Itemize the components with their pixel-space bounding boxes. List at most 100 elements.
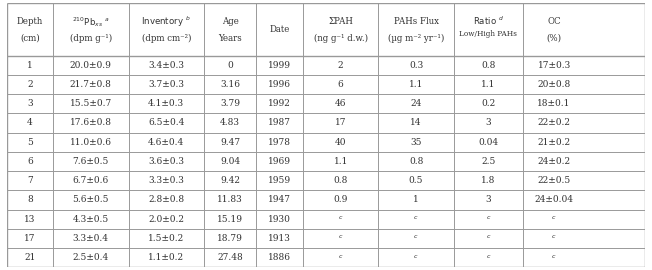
Text: 14: 14 [410,119,422,127]
Text: 2.8±0.8: 2.8±0.8 [148,195,185,204]
Text: Depth: Depth [17,17,43,26]
Text: Date: Date [269,25,290,34]
Text: 0.5: 0.5 [409,176,423,185]
Text: 3.7±0.3: 3.7±0.3 [148,80,185,89]
Text: 17: 17 [24,234,36,243]
Text: (µg m⁻² yr⁻¹): (µg m⁻² yr⁻¹) [388,34,444,43]
Text: 4.1±0.3: 4.1±0.3 [148,99,185,108]
Text: 6: 6 [27,157,33,166]
Text: 4.6±0.4: 4.6±0.4 [148,138,185,147]
Text: 3.16: 3.16 [220,80,240,89]
Text: ΣPAH: ΣPAH [328,17,353,26]
Text: 11.0±0.6: 11.0±0.6 [70,138,112,147]
Text: 3.6±0.3: 3.6±0.3 [148,157,185,166]
Text: 22±0.2: 22±0.2 [538,119,570,127]
Text: 15.5±0.7: 15.5±0.7 [70,99,112,108]
Text: (dpm g⁻¹): (dpm g⁻¹) [70,34,112,43]
Text: 24±0.2: 24±0.2 [537,157,570,166]
Text: 3.4±0.3: 3.4±0.3 [148,61,185,70]
Text: 20.0±0.9: 20.0±0.9 [70,61,111,70]
Text: 35: 35 [410,138,422,147]
Text: 9.47: 9.47 [220,138,240,147]
Text: 1959: 1959 [268,176,291,185]
Text: 18.79: 18.79 [217,234,243,243]
Text: $^{c}$: $^{c}$ [486,234,491,243]
Text: 24±0.04: 24±0.04 [535,195,574,204]
Text: 1.8: 1.8 [481,176,496,185]
Text: 1.1: 1.1 [409,80,423,89]
Text: 21±0.2: 21±0.2 [537,138,570,147]
Text: 9.04: 9.04 [220,157,240,166]
Text: 7: 7 [27,176,33,185]
Text: 6: 6 [338,80,344,89]
Text: 11.83: 11.83 [217,195,243,204]
Text: Inventory $^{b}$: Inventory $^{b}$ [141,15,191,29]
Text: 2.5: 2.5 [481,157,496,166]
Text: 1.1±0.2: 1.1±0.2 [148,253,185,262]
Text: 17: 17 [335,119,346,127]
Text: $^{c}$: $^{c}$ [552,253,557,262]
Text: 2: 2 [27,80,33,89]
Text: $^{c}$: $^{c}$ [413,234,419,243]
Text: 46: 46 [335,99,346,108]
Text: 1987: 1987 [268,119,291,127]
Text: 2.5±0.4: 2.5±0.4 [73,253,109,262]
Text: 5.6±0.5: 5.6±0.5 [72,195,109,204]
Text: OC: OC [547,17,561,26]
Text: 1969: 1969 [268,157,291,166]
Text: (cm): (cm) [20,34,40,43]
Text: 0: 0 [228,61,233,70]
Text: (ng g⁻¹ d.w.): (ng g⁻¹ d.w.) [314,34,368,43]
Text: 1978: 1978 [268,138,291,147]
Text: 17.6±0.8: 17.6±0.8 [70,119,112,127]
Text: $^{c}$: $^{c}$ [338,253,344,262]
Text: 3: 3 [486,195,491,204]
Text: 7.6±0.5: 7.6±0.5 [72,157,109,166]
Text: $^{c}$: $^{c}$ [552,215,557,224]
Text: 1886: 1886 [268,253,291,262]
Text: 1913: 1913 [268,234,291,243]
Text: 1.5±0.2: 1.5±0.2 [148,234,185,243]
Text: $^{c}$: $^{c}$ [486,215,491,224]
Text: 2: 2 [338,61,344,70]
Text: 22±0.5: 22±0.5 [537,176,570,185]
Text: 21: 21 [24,253,35,262]
Text: $^{c}$: $^{c}$ [338,215,344,224]
Text: 0.04: 0.04 [478,138,498,147]
Text: $^{c}$: $^{c}$ [413,215,419,224]
Text: 13: 13 [24,215,35,224]
Text: 1: 1 [413,195,419,204]
Text: 27.48: 27.48 [217,253,243,262]
Text: 1996: 1996 [268,80,291,89]
Text: 0.8: 0.8 [481,61,496,70]
Text: 6.7±0.6: 6.7±0.6 [73,176,109,185]
Text: 40: 40 [335,138,346,147]
Text: $^{c}$: $^{c}$ [552,234,557,243]
Text: 3.79: 3.79 [220,99,240,108]
Text: 24: 24 [410,99,422,108]
Text: 3.3±0.4: 3.3±0.4 [73,234,109,243]
Text: 0.8: 0.8 [409,157,423,166]
Text: $^{c}$: $^{c}$ [486,253,491,262]
Text: 2.0±0.2: 2.0±0.2 [148,215,185,224]
Text: 9.42: 9.42 [220,176,240,185]
Text: 1992: 1992 [268,99,291,108]
Text: $^{c}$: $^{c}$ [413,253,419,262]
Text: 15.19: 15.19 [217,215,243,224]
Text: 1930: 1930 [268,215,291,224]
Text: 21.7±0.8: 21.7±0.8 [70,80,111,89]
Text: (%): (%) [546,34,561,43]
Text: 17±0.3: 17±0.3 [537,61,570,70]
Text: 4.83: 4.83 [220,119,240,127]
Text: 1.1: 1.1 [481,80,496,89]
Text: (dpm cm⁻²): (dpm cm⁻²) [141,34,191,43]
Text: 6.5±0.4: 6.5±0.4 [148,119,185,127]
Text: 4.3±0.5: 4.3±0.5 [73,215,109,224]
Text: 8: 8 [27,195,33,204]
Text: 1.1: 1.1 [334,157,348,166]
Text: 1999: 1999 [268,61,291,70]
Text: $^{c}$: $^{c}$ [338,234,344,243]
Text: 1947: 1947 [268,195,291,204]
Text: 4: 4 [27,119,33,127]
Text: 5: 5 [27,138,33,147]
